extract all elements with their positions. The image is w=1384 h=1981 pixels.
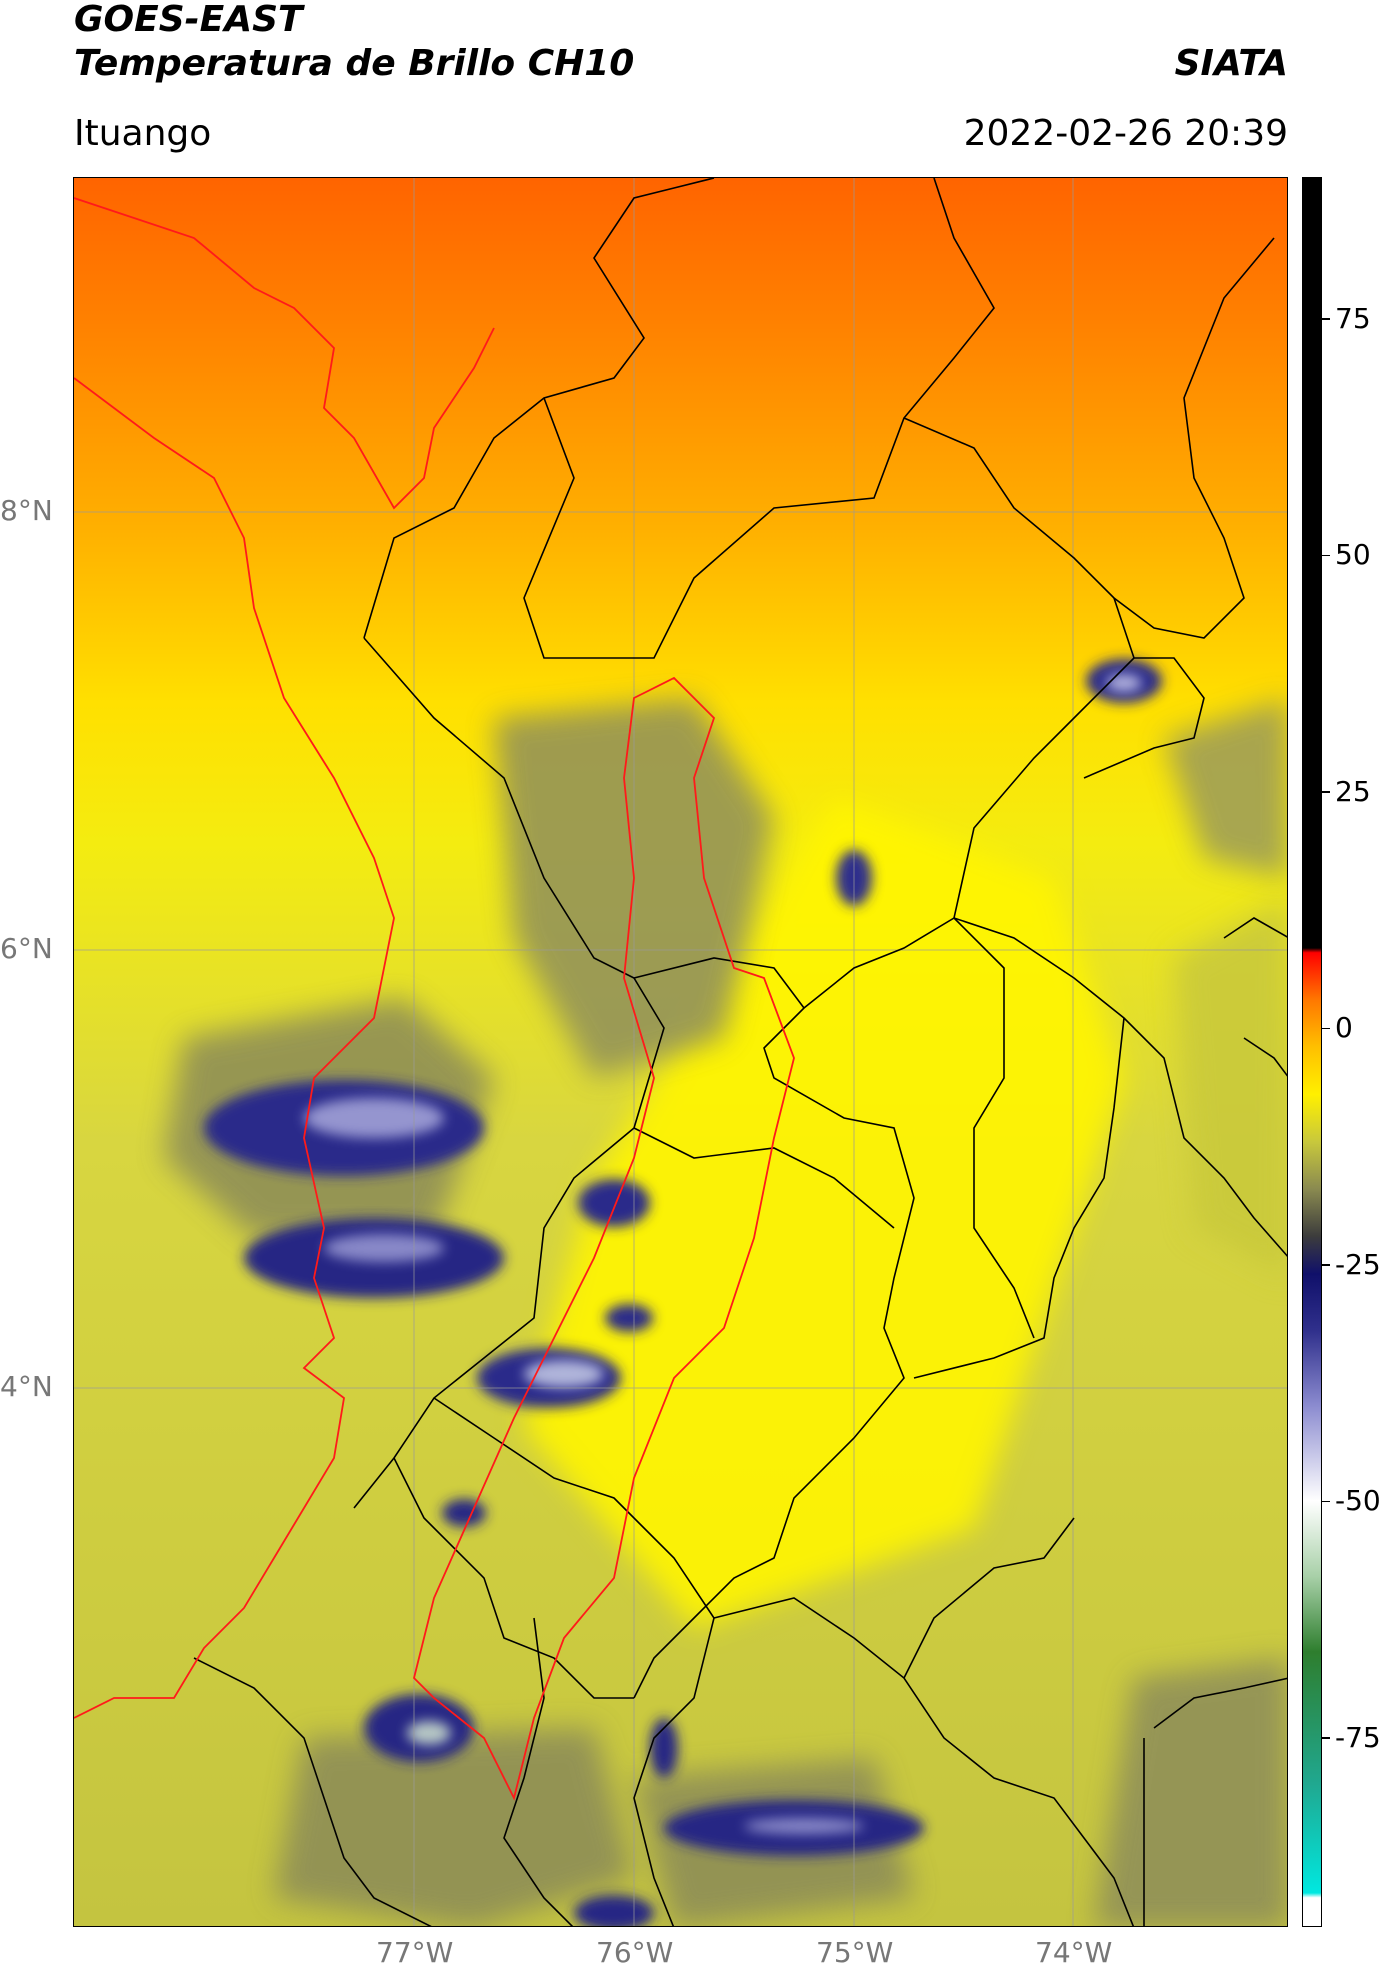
lat-label-6n: 6°N [0,932,53,965]
department-borders [193,178,1287,1926]
satellite-map[interactable] [73,177,1288,1927]
lon-label-75w: 75°W [816,1936,894,1969]
colorbar-tick-label: -75 [1335,1720,1381,1754]
colorbar-tick-label: 25 [1335,774,1371,808]
colorbar-tick [1322,318,1330,320]
colorbar-tick [1322,1737,1330,1739]
lat-label-8n: 8°N [0,494,53,527]
lon-label-74w: 74°W [1035,1936,1113,1969]
colorbar-tick-label: 75 [1335,301,1371,335]
lon-label-76w: 76°W [596,1936,674,1969]
title-line-1: GOES-EAST [74,0,303,40]
lon-label-77w: 77°W [376,1936,454,1969]
colorbar [1302,177,1322,1927]
title-line-2: Temperatura de Brillo CH10 [74,43,635,84]
colorbar-tick-label: 0 [1335,1011,1353,1045]
colorbar-tick-label: 50 [1335,538,1371,572]
colorbar-tick-label: -25 [1335,1247,1381,1281]
colorbar-tick [1322,1500,1330,1503]
lat-label-4n: 4°N [0,1370,53,1403]
map-canvas [74,178,1287,1926]
colorbar-tick-label: -50 [1335,1484,1381,1518]
colorbar-tick [1322,1027,1330,1030]
location-label: Ituango [74,113,212,154]
datetime-label: 2022-02-26 20:39 [963,113,1288,154]
brand-label: SIATA [1174,43,1288,84]
colorbar-tick [1322,1264,1330,1266]
colorbar-tick [1322,554,1330,557]
warm-band [524,798,1287,1628]
colorbar-tick [1322,791,1330,793]
gridlines [74,178,1287,1926]
coastline-and-watershed [74,197,795,1801]
